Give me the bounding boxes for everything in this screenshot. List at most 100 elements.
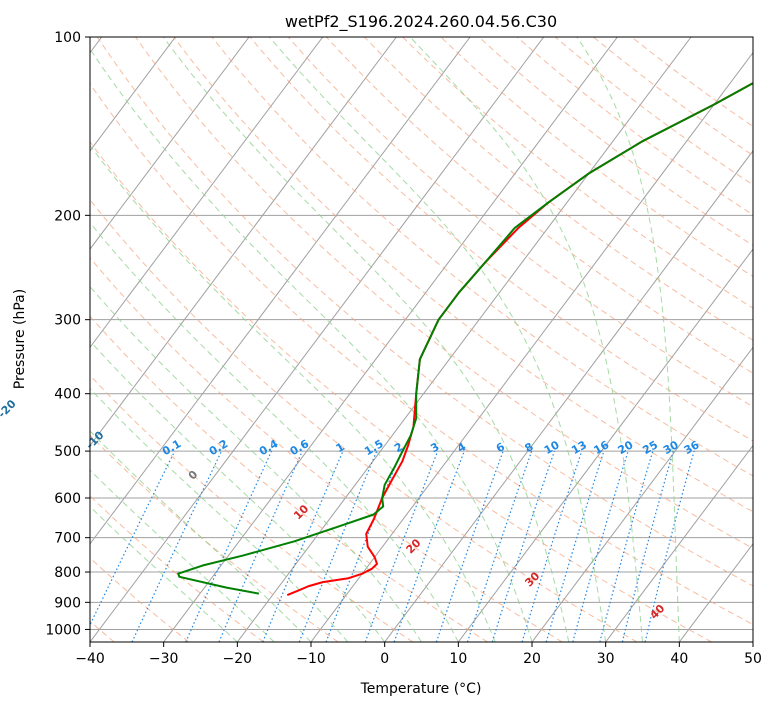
mixing-ratio-label: 25 bbox=[640, 438, 660, 457]
mixing-ratio-line bbox=[90, 450, 176, 627]
isotherm-line bbox=[90, 37, 545, 642]
mixing-ratio-line bbox=[545, 450, 605, 642]
moist-adiabat-line bbox=[162, 37, 570, 642]
mixing-ratio-line bbox=[435, 450, 504, 642]
mixing-ratio-label: 36 bbox=[682, 438, 702, 457]
dry-adiabat-line bbox=[478, 37, 753, 246]
mixing-ratio-line bbox=[262, 450, 344, 642]
moist-adiabat-line bbox=[409, 37, 643, 642]
dry-adiabat-line bbox=[249, 37, 753, 442]
y-tick-label: 700 bbox=[54, 531, 81, 547]
dry-adiabat-line bbox=[90, 557, 190, 642]
plot-frame bbox=[89, 36, 754, 643]
moist-adiabat-line bbox=[90, 387, 349, 642]
dry-adiabat-line bbox=[90, 257, 563, 642]
dry-adiabat-label: 0 bbox=[186, 468, 201, 483]
background-lines bbox=[90, 37, 753, 642]
mixing-ratio-line bbox=[298, 450, 378, 642]
dry-adiabat-line bbox=[90, 198, 638, 642]
mixing-ratio-line bbox=[185, 450, 273, 642]
x-tick-label: 10 bbox=[449, 651, 467, 667]
y-tick-label: 500 bbox=[54, 444, 81, 460]
y-tick-label: 100 bbox=[54, 30, 81, 46]
mixing-ratio-label: 20 bbox=[616, 438, 636, 457]
dry-adiabat-line bbox=[325, 37, 753, 374]
moist-adiabat-line bbox=[90, 144, 496, 642]
dry-adiabat-line bbox=[173, 37, 753, 513]
isotherm-line bbox=[90, 37, 176, 152]
chart-title: wetPf2_S196.2024.260.04.56.C30 bbox=[285, 12, 557, 32]
isotherm-line bbox=[90, 37, 250, 250]
mixing-ratio-label: 0.4 bbox=[257, 437, 281, 458]
x-tick-label: −20 bbox=[223, 651, 253, 667]
dewpoint-profile bbox=[177, 82, 753, 595]
mixing-ratio-label: 1 bbox=[334, 440, 347, 455]
isotherm-line bbox=[531, 346, 753, 642]
dry-adiabat-line bbox=[402, 37, 753, 309]
mixing-ratio-line bbox=[131, 450, 223, 642]
dry-adiabat-line bbox=[96, 37, 753, 587]
mixing-ratio-label: 16 bbox=[591, 438, 611, 457]
moist-adiabat-line bbox=[269, 37, 607, 642]
mixing-ratio-label: 8 bbox=[522, 440, 535, 455]
isotherm-line bbox=[384, 150, 753, 642]
x-tick-label: −30 bbox=[149, 651, 179, 667]
mixing-ratio-label: 0.2 bbox=[207, 437, 230, 458]
x-tick-label: 30 bbox=[597, 651, 615, 667]
y-axis-title: Pressure (hPa) bbox=[12, 289, 28, 389]
moist-adiabat-line bbox=[90, 469, 275, 642]
y-tick-label: 300 bbox=[54, 313, 81, 329]
isotherm-line bbox=[90, 37, 324, 349]
mixing-ratio-line bbox=[218, 450, 303, 642]
isotherm-line bbox=[752, 641, 753, 642]
dry-adiabat-line bbox=[90, 374, 414, 642]
isotherm-line bbox=[457, 248, 753, 642]
dry-adiabat-line bbox=[287, 37, 753, 408]
isotherm-line bbox=[163, 37, 618, 642]
y-tick-label: 800 bbox=[54, 565, 81, 581]
isotherm-line bbox=[90, 37, 471, 545]
mixing-ratio-line bbox=[466, 450, 533, 642]
mixing-ratio-label: 10 bbox=[542, 438, 562, 457]
x-tick-label: −10 bbox=[296, 651, 326, 667]
mixing-ratio-line bbox=[521, 450, 583, 642]
mixing-ratio-label: 1.5 bbox=[362, 437, 385, 458]
dry-adiabat-line bbox=[440, 37, 753, 278]
moist-adiabat-line bbox=[90, 340, 386, 642]
moist-adiabat-line bbox=[90, 285, 422, 642]
isotherm-line bbox=[90, 37, 397, 447]
mixing-ratio-line bbox=[644, 450, 695, 642]
y-tick-label: 900 bbox=[54, 595, 81, 611]
y-tick-label: 600 bbox=[54, 491, 81, 507]
dry-adiabat-line bbox=[516, 37, 753, 216]
y-tick-label: 1000 bbox=[45, 622, 81, 638]
mixing-ratio-label: 13 bbox=[569, 438, 589, 457]
dry-adiabat-label: 20 bbox=[404, 536, 424, 556]
x-tick-label: 20 bbox=[523, 651, 541, 667]
mixing-ratio-line bbox=[572, 450, 629, 642]
y-tick-label: 400 bbox=[54, 387, 81, 403]
mixing-ratio-line bbox=[599, 450, 654, 642]
x-tick-label: 40 bbox=[670, 651, 688, 667]
y-tick-label: 200 bbox=[54, 208, 81, 224]
moist-adiabat-line bbox=[576, 37, 680, 642]
x-tick-label: −40 bbox=[75, 651, 105, 667]
mixing-ratio-label: 3 bbox=[428, 440, 441, 455]
x-axis-title: Temperature (°C) bbox=[360, 681, 482, 697]
mixing-ratio-label: 0.1 bbox=[160, 437, 183, 458]
moist-adiabat-line bbox=[90, 430, 312, 642]
mixing-ratio-label: 0.6 bbox=[288, 437, 312, 458]
axes: −40 −30 −20 −10 0 10 20 30 40 50 100 200 300 400 500 60… bbox=[45, 30, 762, 667]
line-labels: 0.10.20.40.611.52346810131620253036-100-… bbox=[0, 397, 702, 622]
dry-adiabat-label: 40 bbox=[647, 602, 667, 622]
mixing-ratio-line bbox=[393, 450, 465, 642]
x-tick-label: 50 bbox=[744, 651, 762, 667]
mixing-ratio-line bbox=[491, 450, 555, 642]
dry-adiabat-line bbox=[90, 141, 712, 642]
isotherm-line bbox=[236, 37, 692, 642]
mixing-ratio-line bbox=[364, 450, 439, 642]
dry-adiabat-label: -20 bbox=[0, 397, 19, 420]
mixing-ratio-label: 30 bbox=[661, 438, 681, 457]
isotherm-line bbox=[310, 51, 753, 642]
